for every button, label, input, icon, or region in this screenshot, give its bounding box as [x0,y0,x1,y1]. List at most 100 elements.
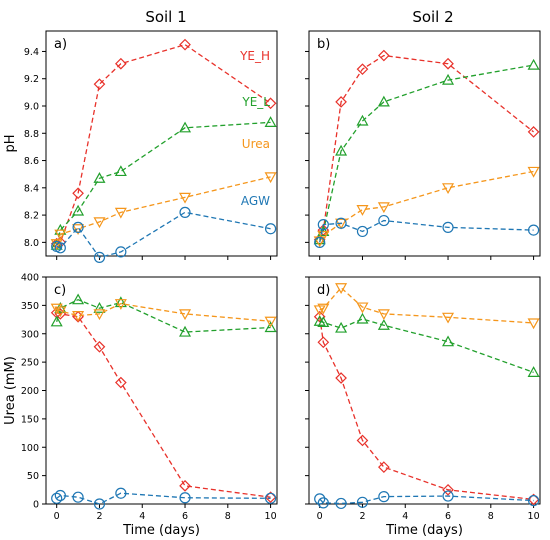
panel-a-series-ye-l-point-2 [72,204,85,216]
panel-c-series-ye-h-point-6 [264,491,277,504]
panel-a-series-agw [51,206,277,263]
panel-b-series-urea-point-4 [377,202,390,214]
panel-b: b) [305,30,541,260]
panel-a-series-agw-point-5 [179,206,191,218]
panel-b-series-ye-l-point-6 [527,58,540,70]
panel-c-series-ye-h [50,306,277,504]
panel-b-series-ye-h-point-4 [378,49,390,62]
panel-d-series-ye-l-point-6 [527,366,540,377]
panel-c-ytick-label-300: 300 [21,329,39,340]
panel-b-label: b) [317,37,330,52]
panel-b-series-urea-point-6 [527,166,540,178]
panel-c-series-ye-l-point-3 [93,301,106,313]
panel-d-series-ye-h [313,310,540,506]
panel-d-series-ye-l-point-1 [317,316,330,327]
panel-c-series-ye-l-point-2 [72,293,85,305]
panel-d-xtick-label-0: 0 [317,511,323,522]
panel-d-xlabel: Time (days) [385,523,463,538]
panel-d-xtick-label-10: 10 [528,511,540,522]
panel-a-series-agw-line [56,211,271,259]
panel-b-series-ye-h-line [319,54,534,240]
panel-d-series-agw [314,490,540,510]
panel-b-series-urea-point-1 [317,230,330,242]
panel-d-xtick-label-4: 4 [402,511,408,522]
panel-a-series-agw-point-1 [54,242,66,254]
panel-a-legend-agw: AGW [241,194,270,208]
panel-b-series-agw-point-1 [317,219,329,231]
panel-a-ytick-label-9-0: 9.0 [24,102,39,113]
panel-a-series-urea-point-3 [93,217,106,229]
panel-d-series-ye-l-line [319,318,534,373]
panel-c-series-agw-point-6 [264,492,277,504]
panel-c-series-urea-point-1 [54,306,67,318]
panel-a-ylabel: pH [3,134,18,152]
panel-a-series-ye-l-point-3 [93,172,106,183]
panel-b-series-agw-point-6 [527,224,540,236]
panels: a) 8.0 8.2 8.4 8.6 8.8 9.0 9.2 9.4 pH YE_H YE_L Urea… [3,30,541,538]
panel-d-series-agw-point-5 [442,490,454,502]
panel-c-series-urea-line [56,302,271,322]
panel-c-series-urea-point-4 [114,299,127,310]
panel-d-series-ye-h-point-2 [335,372,347,384]
panel-a-series-urea-point-2 [72,224,85,235]
panel-c-series-agw-point-4 [115,487,127,499]
panel-c-xtick-label-10: 10 [265,511,277,522]
panel-a-legend-ye-h: YE_H [239,49,270,63]
panel-a-series-ye-h-point-6 [264,97,277,110]
panel-c-series-ye-h-point-3 [93,340,106,353]
panel-d-series-agw-point-6 [527,494,540,507]
panel-a-frame [45,30,278,257]
panel-d-series-urea [313,283,540,330]
panel-c-series-ye-l-line [56,298,271,333]
panel-c-series-urea-point-0 [50,303,63,315]
panel-c-series-ye-l-point-4 [114,296,127,308]
panel-d-series-agw-point-0 [314,493,326,505]
panel-a-legend-urea: Urea [242,137,270,151]
panel-d-frame [308,276,541,505]
panel-b-series-agw-point-5 [442,221,454,233]
panel-d-series-ye-l-point-2 [335,321,348,333]
panel-b-series-urea-point-3 [356,205,369,216]
panel-b-series-agw-point-0 [314,236,326,248]
panel-b-series-ye-h-point-3 [356,63,369,76]
panel-d-series-agw-point-1 [317,497,329,509]
panel-c-series-ye-l-point-0 [50,315,63,327]
panel-d-series-agw-point-2 [335,497,347,510]
panel-c-series-urea [50,299,277,328]
panel-d-xtick-label-8: 8 [488,511,494,522]
panel-d-series-ye-l-point-3 [356,312,369,324]
panel-b-series-urea-line [319,170,534,242]
panel-d-series-agw-line [319,495,534,505]
panel-a-series-ye-l-line [56,121,271,246]
panel-a-series-agw-point-4 [115,246,127,258]
panel-c-series-agw-point-1 [54,489,66,502]
panel-a-series-ye-h-line [56,43,271,245]
panel-a-series-urea [50,172,277,250]
panel-d-xtick-label-2: 2 [359,511,365,522]
panel-d-series-ye-h-point-6 [527,493,540,506]
panel-a-series-urea-point-4 [114,207,127,219]
panel-c-series-agw-point-2 [72,491,84,503]
panel-c-series-ye-h-point-5 [179,479,191,492]
panel-d: d) 0 2 4 6 8 10 Time (days) [305,276,541,538]
panel-d-series-ye-l [313,312,540,377]
panel-c-label: c) [54,283,66,298]
panel-b-series-agw-point-2 [335,217,347,229]
panel-c-series-urea-point-3 [93,309,106,321]
panel-c-series-urea-point-2 [72,310,85,322]
panel-d-series-ye-h-point-4 [378,461,390,473]
panel-d-series-agw-point-3 [356,496,369,508]
panel-c-ylabel: Urea (mM) [3,356,18,425]
panel-c-ytick-label-100: 100 [21,443,39,454]
panel-d-series-urea-line [319,286,534,324]
panel-a-series-urea-point-5 [179,192,192,204]
panel-c-series-ye-l-point-6 [264,321,277,333]
panel-b-series-ye-h-point-5 [442,57,454,70]
panel-a-series-agw-point-3 [93,251,106,263]
panel-d-series-urea-point-1 [317,303,330,315]
panel-a-series-agw-point-2 [72,221,84,233]
panel-c-ytick-label-250: 250 [21,358,39,369]
panel-a-ytick-label-8-2: 8.2 [24,211,39,222]
panel-b-series-urea [313,166,540,248]
